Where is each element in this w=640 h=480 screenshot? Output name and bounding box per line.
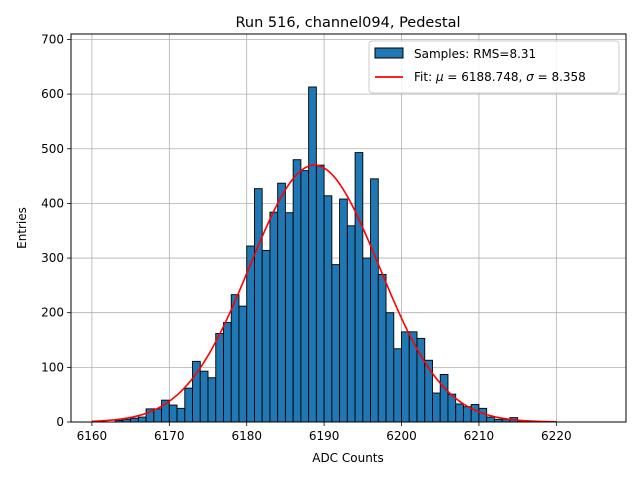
histogram-bar	[424, 359, 433, 423]
y-tick-label: 200	[41, 306, 64, 320]
x-tick-label: 6210	[464, 429, 495, 443]
legend-samples-swatch	[374, 47, 404, 59]
fit-curve-layer	[91, 164, 557, 423]
histogram-bar	[401, 331, 410, 423]
x-tick-label: 6170	[154, 429, 185, 443]
y-tick-label: 500	[41, 142, 64, 156]
histogram-bar	[370, 178, 379, 423]
histogram-bar	[168, 404, 178, 423]
histogram-bar	[346, 225, 356, 423]
histogram-bar	[199, 370, 209, 423]
legend-box	[368, 40, 620, 94]
legend-fit-prefix: Fit:	[414, 70, 436, 84]
histogram-bar	[362, 257, 372, 423]
histogram-bar	[478, 407, 488, 423]
histogram-bar	[223, 322, 232, 423]
legend-fit-sigma-value: = 8.358	[534, 70, 586, 84]
histogram-bar	[261, 249, 271, 423]
chart-title: Run 516, channel094, Pedestal	[235, 15, 460, 31]
histogram-bar	[300, 170, 310, 423]
legend-fit-mu-value: = 6188.748,	[444, 70, 527, 84]
x-tick-label: 6180	[231, 429, 262, 443]
legend-samples-label: Samples: RMS=8.31	[414, 47, 536, 61]
legend-fit-mu-symbol: μ	[435, 70, 444, 84]
x-tick-label: 6160	[77, 429, 108, 443]
histogram-bar	[470, 404, 480, 423]
histogram-bar	[331, 264, 341, 423]
histogram-bar	[184, 387, 193, 423]
histogram-bar	[176, 407, 186, 423]
histogram-bar	[130, 417, 139, 423]
histogram-bar	[292, 159, 302, 423]
histogram-bar	[284, 212, 294, 423]
y-tick-label: 100	[41, 360, 64, 374]
y-tick-label: 0	[56, 415, 64, 429]
histogram-bar	[393, 348, 402, 423]
histogram-bar	[238, 305, 248, 423]
histogram-bar	[439, 374, 449, 423]
histogram-bar	[215, 333, 224, 423]
histogram-bar	[339, 198, 348, 423]
histogram-bar	[277, 182, 286, 423]
histogram-bar	[455, 403, 464, 423]
histogram-bar	[230, 294, 240, 423]
histogram-bar	[137, 416, 147, 423]
histogram-bar	[254, 188, 263, 423]
histogram-bar	[377, 274, 387, 423]
histogram-bar	[462, 406, 472, 423]
histogram-bar	[354, 152, 364, 423]
x-tick-label: 6200	[386, 429, 417, 443]
y-axis-ticks: 0 100 200 300 400 500 600 700	[41, 32, 71, 429]
gaussian-fit-curve	[91, 164, 557, 423]
y-axis-label: Entries	[15, 207, 29, 249]
legend: Samples: RMS=8.31 Fit: μ = 6188.748, σ =…	[368, 40, 620, 94]
x-tick-label: 6190	[309, 429, 340, 443]
histogram-bar	[432, 392, 441, 423]
y-tick-label: 700	[41, 32, 64, 46]
x-tick-label: 6220	[541, 429, 572, 443]
plot-area-frame	[70, 33, 627, 423]
y-tick-label: 300	[41, 251, 64, 265]
x-axis-ticks: 6160 6170 6180 6190 6200 6210 6220	[77, 422, 572, 443]
x-axis-label: ADC Counts	[312, 451, 384, 465]
y-tick-label: 600	[41, 87, 64, 101]
histogram-bar	[323, 195, 333, 423]
histogram-bar	[315, 164, 325, 423]
legend-fit-label: Fit: μ = 6188.748, σ = 8.358	[414, 70, 586, 84]
legend-fit-sigma-symbol: σ	[526, 70, 534, 84]
histogram-bar	[207, 377, 217, 423]
histogram-bar	[153, 408, 163, 423]
histogram-bar	[385, 312, 395, 423]
histogram-bar	[308, 86, 317, 423]
y-tick-label: 400	[41, 196, 64, 210]
histogram-bar	[486, 416, 495, 423]
histogram-bar	[269, 211, 279, 423]
